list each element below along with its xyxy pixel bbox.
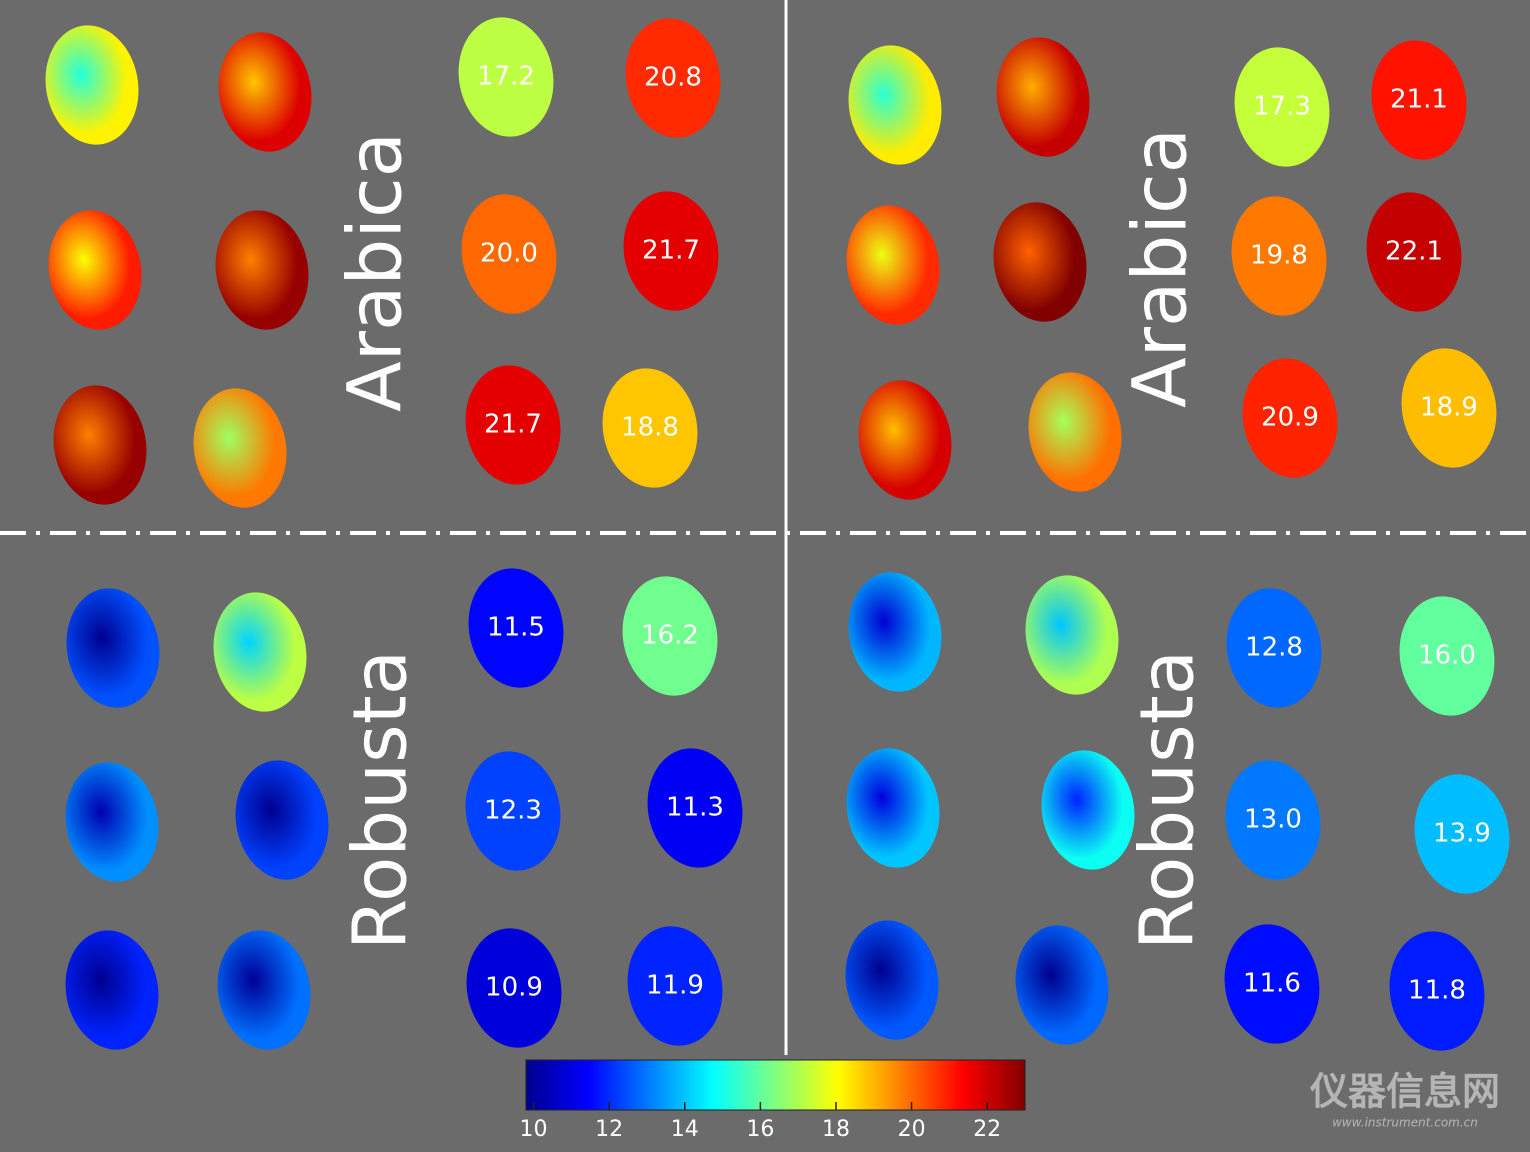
bean-mean bbox=[1224, 924, 1320, 1044]
bean-heatmap bbox=[1015, 925, 1109, 1045]
bean-mean bbox=[622, 576, 718, 696]
bean-value-label: 20.9 bbox=[1261, 403, 1319, 433]
watermark-url: www.instrument.com.cn bbox=[1332, 1116, 1478, 1130]
bean-mean bbox=[1371, 40, 1467, 160]
bean-mean bbox=[1234, 47, 1330, 167]
bean-value-label: 21.1 bbox=[1390, 85, 1448, 115]
bean-heatmap bbox=[65, 762, 159, 882]
bean-mean bbox=[1242, 358, 1338, 478]
bean-value-label: 17.2 bbox=[477, 62, 535, 92]
bean-mean bbox=[466, 928, 562, 1048]
colorbar bbox=[525, 1059, 1026, 1111]
bean-value-label: 19.8 bbox=[1250, 241, 1308, 271]
bean-value-label: 16.0 bbox=[1418, 641, 1476, 671]
bean-value-label: 11.3 bbox=[666, 793, 724, 823]
bean-mean bbox=[1401, 348, 1497, 468]
bean-value-label: 20.8 bbox=[644, 63, 702, 93]
bean-value-label: 22.1 bbox=[1385, 237, 1443, 267]
colorbar-tick-label: 12 bbox=[595, 1117, 623, 1142]
bean-value-label: 11.6 bbox=[1243, 969, 1301, 999]
bean-mean bbox=[1225, 760, 1321, 880]
bean-heatmap bbox=[993, 202, 1087, 322]
bean-mean bbox=[461, 194, 557, 314]
panel-label: Robusta bbox=[1125, 650, 1211, 950]
bean-value-label: 13.9 bbox=[1433, 819, 1491, 849]
bean-value-label: 21.7 bbox=[484, 410, 542, 440]
bean-mean bbox=[1389, 931, 1485, 1051]
bean-mean bbox=[627, 926, 723, 1046]
bean-value-label: 20.0 bbox=[480, 239, 538, 269]
bean-heatmap bbox=[1041, 750, 1135, 870]
colorbar-tick-label: 16 bbox=[746, 1117, 774, 1142]
bean-heatmap bbox=[48, 210, 142, 330]
bean-heatmap bbox=[213, 592, 307, 712]
bean-heatmap bbox=[996, 37, 1090, 157]
colorbar-tick-label: 10 bbox=[520, 1117, 548, 1142]
bean-mean bbox=[1399, 596, 1495, 716]
bean-heatmap bbox=[193, 388, 287, 508]
bean-heatmap bbox=[1028, 372, 1122, 492]
bean-heatmap bbox=[218, 32, 312, 152]
bean-heatmap bbox=[846, 748, 940, 868]
bean-heatmap bbox=[1025, 575, 1119, 695]
bean-heatmap bbox=[846, 205, 940, 325]
panel-label: Arabica bbox=[333, 132, 419, 412]
bean-value-label: 18.9 bbox=[1420, 393, 1478, 423]
bean-value-label: 12.3 bbox=[484, 796, 542, 826]
colorbar-tick-label: 20 bbox=[898, 1117, 926, 1142]
bean-value-label: 11.8 bbox=[1408, 976, 1466, 1006]
bean-heatmap bbox=[217, 930, 311, 1050]
bean-heatmap bbox=[66, 588, 160, 708]
bean-value-label: 16.2 bbox=[641, 621, 699, 651]
bean-heatmap bbox=[65, 930, 159, 1050]
colorbar-tick-label: 14 bbox=[671, 1117, 699, 1142]
bean-mean bbox=[602, 368, 698, 488]
bean-value-label: 17.3 bbox=[1253, 92, 1311, 122]
bean-heatmap bbox=[45, 25, 139, 145]
bean-mean bbox=[1366, 192, 1462, 312]
bean-heatmap bbox=[848, 572, 942, 692]
bean-mean bbox=[647, 748, 743, 868]
bean-mean bbox=[458, 17, 554, 137]
bean-mean bbox=[468, 568, 564, 688]
bean-mean bbox=[1226, 588, 1322, 708]
panel-label: Robusta bbox=[338, 650, 424, 950]
bean-value-label: 13.0 bbox=[1244, 805, 1302, 835]
bean-heatmap bbox=[845, 920, 939, 1040]
colorbar-tick-label: 22 bbox=[973, 1117, 1001, 1142]
bean-value-label: 12.8 bbox=[1245, 633, 1303, 663]
colorbar-tick-label: 18 bbox=[822, 1117, 850, 1142]
bean-value-label: 11.9 bbox=[646, 971, 704, 1001]
panel-label: Arabica bbox=[1118, 128, 1204, 408]
bean-value-label: 10.9 bbox=[485, 973, 543, 1003]
bean-heatmap bbox=[215, 210, 309, 330]
bean-heatmap bbox=[858, 380, 952, 500]
watermark: 仪器信息网 bbox=[1309, 1070, 1500, 1114]
bean-mean bbox=[465, 751, 561, 871]
bean-mean bbox=[623, 191, 719, 311]
bean-mean bbox=[1231, 196, 1327, 316]
bean-mean bbox=[625, 18, 721, 138]
bean-value-label: 18.8 bbox=[621, 413, 679, 443]
bean-mean bbox=[465, 365, 561, 485]
bean-value-label: 11.5 bbox=[487, 613, 545, 643]
bean-heatmap bbox=[53, 385, 147, 505]
bean-heatmap bbox=[848, 45, 942, 165]
bean-mean bbox=[1414, 774, 1510, 894]
bean-heatmap bbox=[235, 760, 329, 880]
bean-value-label: 21.7 bbox=[642, 236, 700, 266]
